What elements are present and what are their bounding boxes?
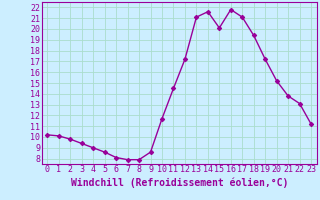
X-axis label: Windchill (Refroidissement éolien,°C): Windchill (Refroidissement éolien,°C) <box>70 177 288 188</box>
